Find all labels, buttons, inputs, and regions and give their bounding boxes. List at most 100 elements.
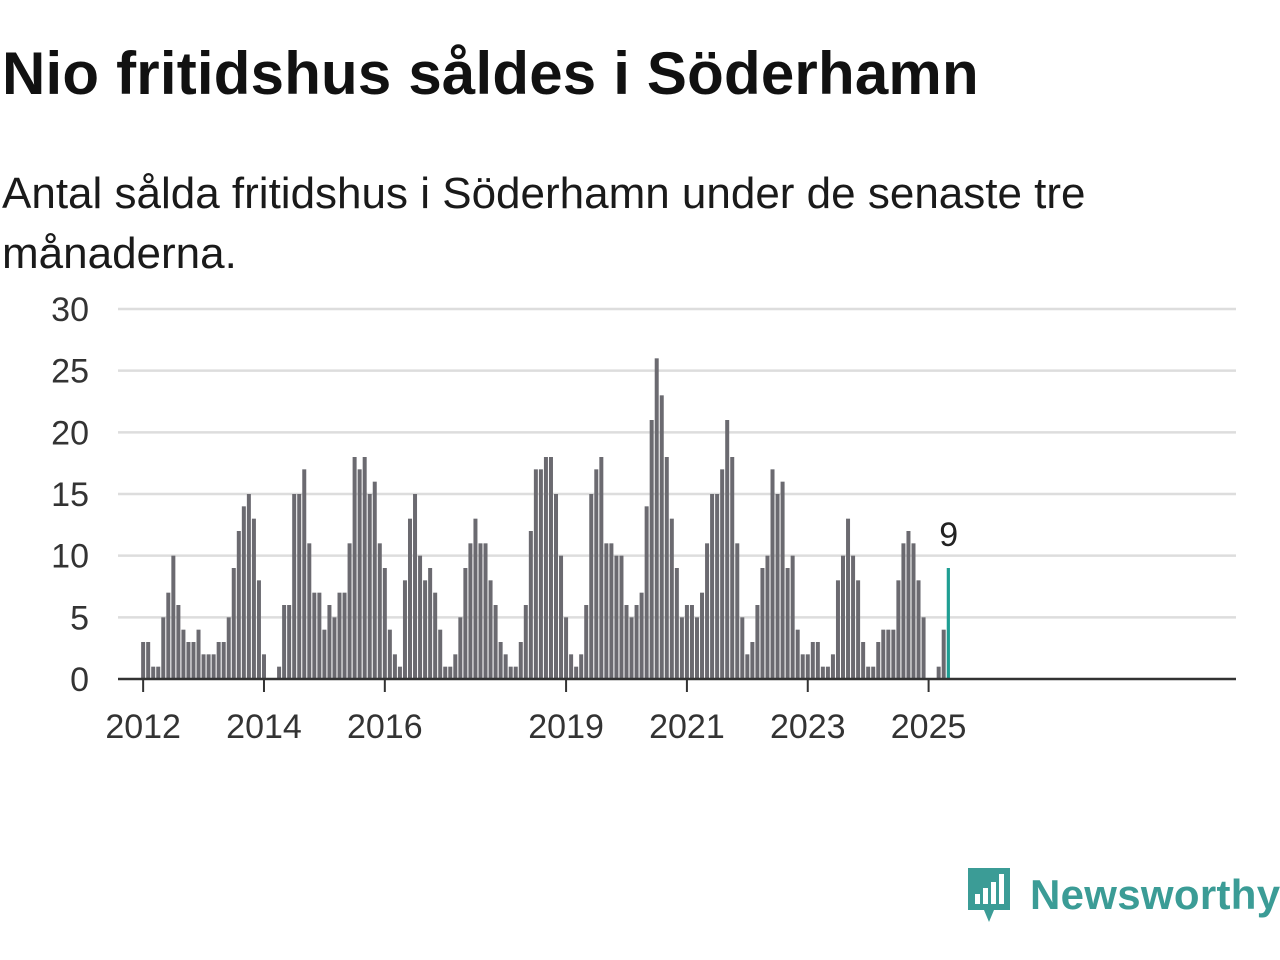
bar	[206, 654, 211, 679]
highlight-value-label: 9	[939, 516, 958, 554]
bar	[377, 543, 382, 679]
bar	[891, 629, 896, 679]
bar	[448, 666, 453, 679]
y-tick-label: 15	[51, 476, 89, 514]
bar	[785, 568, 790, 679]
bar	[488, 580, 493, 679]
bar	[317, 592, 322, 679]
bar	[861, 642, 866, 679]
bar	[725, 420, 730, 679]
bar	[402, 580, 407, 679]
bar	[302, 469, 307, 679]
bar	[554, 494, 559, 679]
bar	[599, 457, 604, 679]
newsworthy-logo-icon	[968, 868, 1010, 922]
bar	[765, 555, 770, 679]
bar	[261, 654, 266, 679]
bar	[191, 642, 196, 679]
bar	[433, 592, 438, 679]
bar	[241, 506, 246, 679]
bar	[705, 543, 710, 679]
bar	[846, 518, 851, 679]
bar	[146, 642, 151, 679]
bar	[528, 531, 533, 679]
bar	[911, 543, 916, 679]
bar	[548, 457, 553, 679]
bar	[226, 617, 231, 679]
bar	[478, 543, 483, 679]
bar	[171, 555, 176, 679]
bar	[639, 592, 644, 679]
x-tick-label: 2023	[770, 708, 846, 746]
bar	[161, 617, 166, 679]
bar	[780, 481, 785, 679]
bar	[468, 543, 473, 679]
bar	[176, 605, 181, 679]
bar	[201, 654, 206, 679]
bar	[382, 568, 387, 679]
bar	[387, 629, 392, 679]
bar	[543, 457, 548, 679]
bar	[755, 605, 760, 679]
bar	[815, 642, 820, 679]
bar	[251, 518, 256, 679]
bar	[790, 555, 795, 679]
x-tick-label: 2012	[105, 708, 181, 746]
bar	[236, 531, 241, 679]
highlight-bar	[946, 568, 950, 679]
bar	[820, 666, 825, 679]
y-tick-label: 25	[51, 353, 89, 391]
bar	[362, 457, 367, 679]
bar	[322, 629, 327, 679]
bar	[715, 494, 720, 679]
x-axis	[118, 677, 1236, 692]
bar	[841, 555, 846, 679]
bar	[866, 666, 871, 679]
bar	[559, 555, 564, 679]
bar	[579, 654, 584, 679]
bar	[856, 580, 861, 679]
bar	[483, 543, 488, 679]
bar	[604, 543, 609, 679]
bar	[810, 642, 815, 679]
newsworthy-logo: Newsworthy	[964, 864, 1280, 926]
bar	[589, 494, 594, 679]
bar	[669, 518, 674, 679]
bar	[156, 666, 161, 679]
bar	[367, 494, 372, 679]
bar	[307, 543, 312, 679]
bar	[141, 642, 146, 679]
y-tick-label: 10	[51, 538, 89, 576]
bar	[921, 617, 926, 679]
bar	[256, 580, 261, 679]
bar	[800, 654, 805, 679]
bar	[357, 469, 362, 679]
bar	[221, 642, 226, 679]
bar	[453, 654, 458, 679]
bar	[609, 543, 614, 679]
y-tick-label: 0	[70, 661, 89, 699]
bar	[674, 568, 679, 679]
x-tick-label: 2025	[891, 708, 967, 746]
bar	[508, 666, 513, 679]
bar	[428, 568, 433, 679]
x-tick-label: 2016	[347, 708, 423, 746]
bar	[886, 629, 891, 679]
bar	[564, 617, 569, 679]
chart-subtitle: Antal sålda fritidshus i Söderhamn under…	[2, 169, 1086, 278]
bar	[735, 543, 740, 679]
bar	[901, 543, 906, 679]
bar	[694, 617, 699, 679]
bar	[533, 469, 538, 679]
bar	[196, 629, 201, 679]
x-tick-label: 2021	[649, 708, 725, 746]
bar	[569, 654, 574, 679]
bar	[700, 592, 705, 679]
bar	[584, 605, 589, 679]
bar	[594, 469, 599, 679]
bar	[629, 617, 634, 679]
bar	[906, 531, 911, 679]
bar	[835, 580, 840, 679]
bar	[297, 494, 302, 679]
